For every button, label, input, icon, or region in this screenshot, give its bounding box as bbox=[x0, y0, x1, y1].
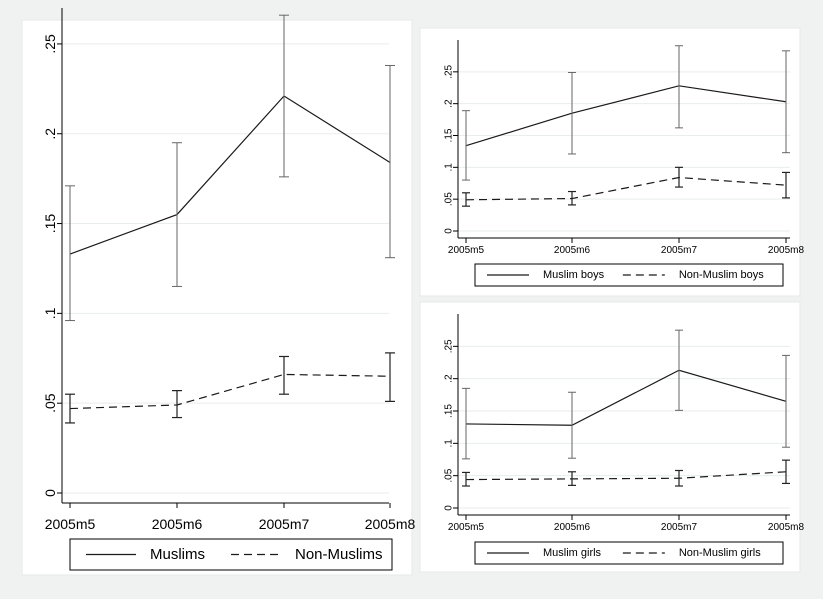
legend: Muslim girls Non-Muslim girls bbox=[474, 541, 784, 565]
x-tick-label: 2005m8 bbox=[768, 245, 805, 256]
x-tick-label: 2005m5 bbox=[448, 245, 485, 256]
y-tick-label: .15 bbox=[444, 128, 455, 142]
legend: Muslim boys Non-Muslim boys bbox=[474, 263, 784, 287]
x-tick-label: 2005m6 bbox=[152, 516, 203, 532]
legend-label: Non-Muslims bbox=[295, 546, 383, 563]
legend-label: Muslim boys bbox=[543, 269, 605, 281]
x-tick-label: 2005m8 bbox=[768, 522, 805, 533]
x-tick-label: 2005m6 bbox=[554, 522, 591, 533]
series-line-muslims bbox=[69, 95, 391, 255]
legend-label: Non-Muslim boys bbox=[679, 269, 764, 281]
panel-boys: 0 .05 .1 .15 .2 .25 2005m5 2005m6 2005m7 2005m8 Mu… bbox=[419, 27, 805, 297]
y-tick-label: .1 bbox=[444, 163, 455, 172]
y-tick-label: 0 bbox=[444, 505, 455, 511]
y-tick-label: .15 bbox=[444, 404, 455, 418]
y-tick-label: .25 bbox=[444, 64, 455, 78]
series-line-muslim-boys bbox=[465, 85, 787, 147]
x-tick-label: 2005m5 bbox=[45, 516, 96, 532]
y-tick-label: .1 bbox=[444, 439, 455, 448]
panel-background bbox=[21, 19, 413, 576]
series-line-non-muslim-girls bbox=[465, 471, 787, 481]
y-tick-label: .25 bbox=[42, 34, 58, 54]
x-tick-label: 2005m6 bbox=[554, 245, 591, 256]
panel-background bbox=[419, 301, 801, 573]
series-line-non-muslims bbox=[69, 373, 391, 410]
series-line-muslim-girls bbox=[465, 369, 787, 426]
y-tick-label: .05 bbox=[42, 393, 58, 413]
x-tick-label: 2005m5 bbox=[448, 522, 485, 533]
legend-label: Muslim girls bbox=[543, 547, 602, 559]
legend-label: Muslims bbox=[150, 546, 205, 563]
y-tick-label: .2 bbox=[42, 128, 58, 140]
x-tick-label: 2005m8 bbox=[365, 516, 416, 532]
y-tick-label: .2 bbox=[444, 99, 455, 108]
y-tick-label: .1 bbox=[42, 307, 58, 319]
legend-label: Non-Muslim girls bbox=[679, 547, 761, 559]
y-tick-label: .05 bbox=[444, 192, 455, 206]
panel-background bbox=[419, 27, 801, 297]
series-line-non-muslim-boys bbox=[465, 176, 787, 201]
x-tick-label: 2005m7 bbox=[259, 516, 310, 532]
y-tick-label: .05 bbox=[444, 468, 455, 482]
y-tick-label: .2 bbox=[444, 374, 455, 383]
x-tick-label: 2005m7 bbox=[661, 522, 698, 533]
y-tick-label: .15 bbox=[42, 214, 58, 234]
y-tick-label: 0 bbox=[42, 489, 58, 497]
panel-girls: 0 .05 .1 .15 .2 .25 2005m5 2005m6 2005m7 2005m8 Mu… bbox=[419, 301, 805, 573]
panel-all: 0 .05 .1 .15 .2 .25 2005m5 2005m6 2005m7 2005m8 Mu… bbox=[21, 8, 416, 576]
x-tick-label: 2005m7 bbox=[661, 245, 698, 256]
legend: Muslims Non-Muslims bbox=[69, 538, 393, 571]
y-tick-label: 0 bbox=[444, 228, 455, 234]
y-tick-label: .25 bbox=[444, 339, 455, 353]
